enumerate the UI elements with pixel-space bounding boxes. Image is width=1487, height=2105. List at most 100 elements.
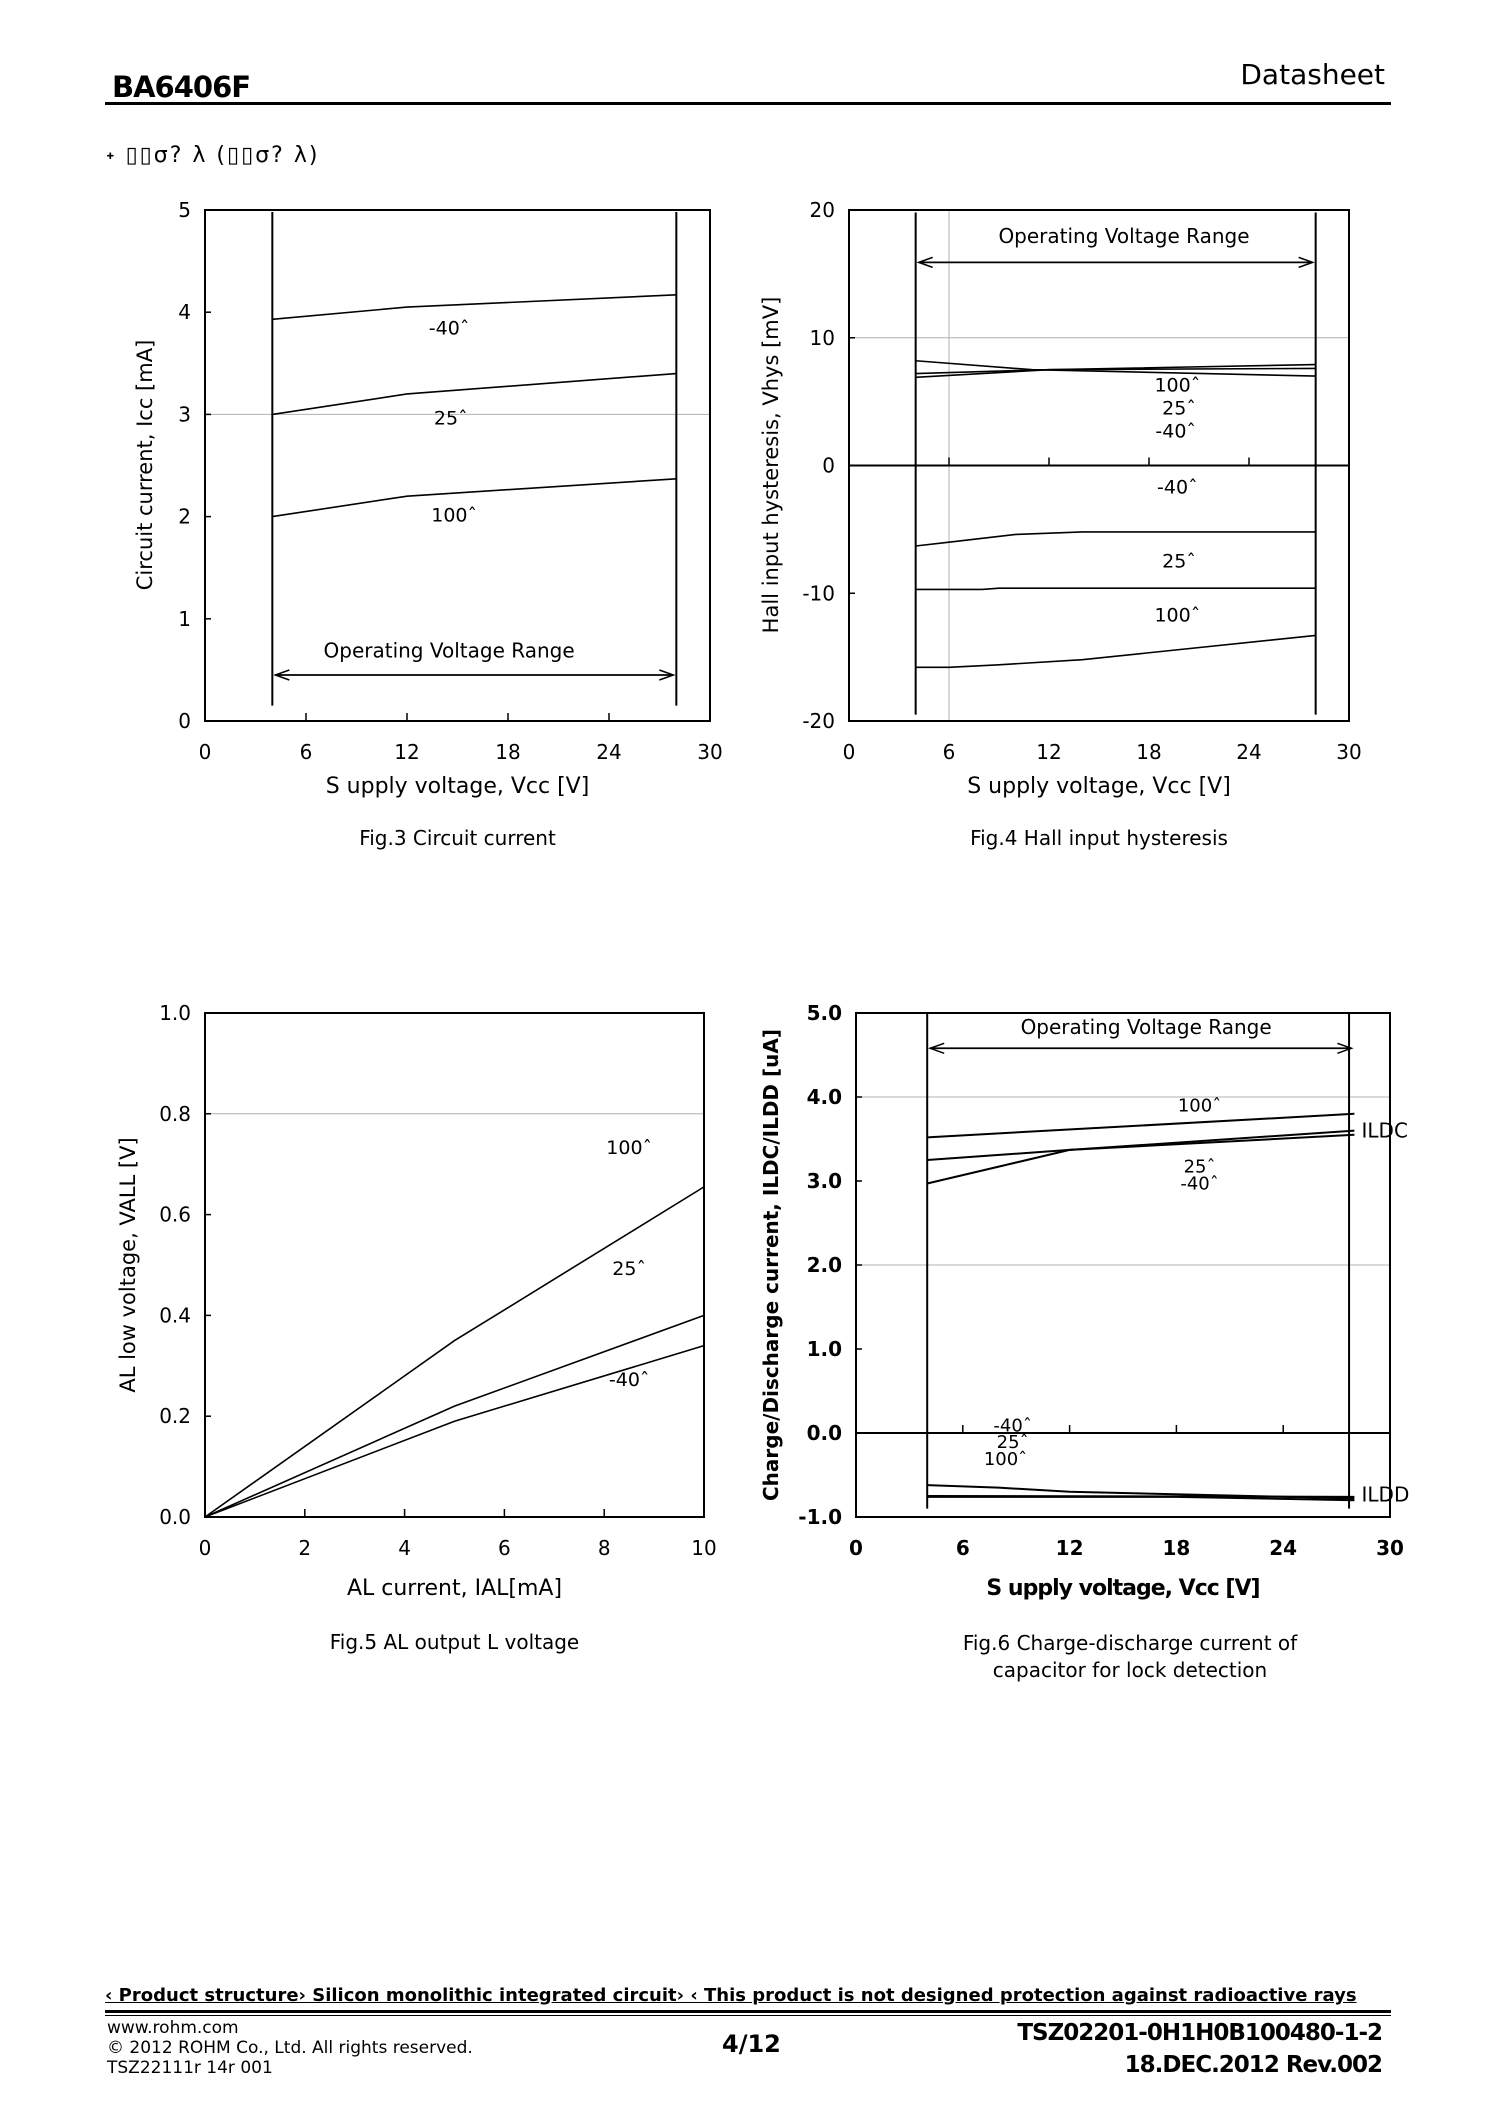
series-label: 25ˆ (1162, 551, 1196, 573)
series-label: 100ˆ (1154, 604, 1200, 626)
part-number: BA6406F (112, 70, 251, 104)
x-tick-label: 0 (849, 1536, 863, 1560)
arrowhead-left-icon (927, 1042, 945, 1054)
series-label: 25ˆ (612, 1258, 646, 1280)
series-line (272, 294, 677, 321)
y-tick-label: 1 (178, 607, 191, 631)
plot-frame (204, 1012, 705, 1518)
form-code: TSZ22111r 14r 001 (107, 2058, 273, 2078)
x-tick-label: 6 (956, 1536, 970, 1560)
y-axis-label: Circuit current, Icc [mA] (133, 339, 157, 591)
series-label: 25ˆ (1162, 397, 1196, 419)
y-axis-label: Charge/Discharge current, ILDC/ILDD [uA] (759, 1029, 783, 1501)
y-tick-label: 0.0 (159, 1505, 191, 1529)
y-tick-label: 4.0 (807, 1085, 842, 1109)
y-tick-label: 20 (810, 198, 835, 222)
document-code: TSZ02201-0H1H0B100480-1-2 (1017, 2020, 1383, 2046)
x-tick-label: 18 (495, 740, 520, 764)
x-axis-label: S upply voltage, Vcc [V] (986, 1576, 1260, 1601)
series-line (915, 363, 1316, 379)
footer-divider (105, 2010, 1391, 2013)
series-line (927, 1484, 1355, 1500)
x-tick-label: 6 (943, 740, 956, 764)
y-tick-label: -10 (802, 581, 835, 605)
group-label: ILDD (1362, 1482, 1410, 1506)
y-tick-label: 3 (178, 402, 191, 426)
y-tick-label: 0.0 (807, 1421, 842, 1445)
series-line (272, 372, 677, 416)
y-tick-label: 0 (822, 454, 835, 478)
x-tick-label: 24 (1269, 1536, 1297, 1560)
x-tick-label: 6 (300, 740, 313, 764)
series-line (915, 531, 1316, 547)
x-tick-label: 6 (498, 1536, 511, 1560)
x-axis-label: S upply voltage, Vcc [V] (967, 774, 1231, 799)
arrowhead-right-icon (1298, 256, 1315, 269)
series-line (927, 1495, 1355, 1502)
series-line (204, 1186, 705, 1518)
website-link[interactable]: www.rohm.com (107, 2018, 239, 2038)
series-line (204, 1344, 705, 1518)
x-tick-label: 12 (394, 740, 419, 764)
series-label: -40ˆ (993, 1415, 1031, 1436)
y-axis-label: AL low voltage, VALL [V] (116, 1137, 140, 1393)
x-tick-label: 2 (298, 1536, 311, 1560)
figure-caption: Fig.5 AL output L voltage (329, 1630, 580, 1654)
series-label: -40ˆ (429, 318, 470, 340)
x-tick-label: 18 (1162, 1536, 1190, 1560)
chart-al-output-voltage: 0.0 0.2 0.4 0.6 0.8 1.0 0 2 4 6 8 10 100ˆ 25ˆ -40ˆ (159, 1001, 717, 1560)
y-tick-label: 0.4 (159, 1303, 191, 1327)
x-axis-label: AL current, IAL[mA] (346, 1576, 563, 1601)
x-tick-label: 24 (596, 740, 621, 764)
x-tick-label: 30 (1376, 1536, 1404, 1560)
series-label: 100ˆ (606, 1137, 652, 1159)
y-tick-label: 2.0 (807, 1253, 842, 1277)
series-label: -40ˆ (1180, 1173, 1218, 1194)
y-tick-label: 10 (810, 326, 835, 350)
operating-range-label: Operating Voltage Range (998, 224, 1249, 248)
footer-divider-thin (105, 2015, 1391, 2016)
date-revision: 18.DEC.2012 Rev.002 (1124, 2052, 1383, 2078)
y-axis-label: Hall input hysteresis, Vhys [mV] (759, 296, 783, 634)
page-number: 4/12 (722, 2030, 781, 2058)
y-tick-label: 0.6 (159, 1203, 191, 1227)
x-tick-label: 30 (1336, 740, 1361, 764)
y-tick-label: 5.0 (807, 1001, 842, 1025)
series-line (926, 1129, 1355, 1185)
x-tick-label: 24 (1236, 740, 1261, 764)
x-tick-label: 4 (398, 1536, 411, 1560)
chart-charge-discharge-current: -1.0 0.0 1.0 2.0 3.0 4.0 5.0 0 6 12 18 24 30 Operatin… (798, 1001, 1409, 1560)
y-tick-label: 1.0 (807, 1337, 842, 1361)
series-label: -40ˆ (1155, 420, 1196, 442)
y-tick-label: 0.8 (159, 1102, 191, 1126)
series-label: 25ˆ (1184, 1157, 1216, 1178)
plot-frame (204, 209, 711, 722)
series-label: 100ˆ (1178, 1095, 1221, 1116)
x-tick-label: 12 (1056, 1536, 1084, 1560)
x-axis-label: S upply voltage, Vcc [V] (325, 774, 590, 799)
x-tick-label: 0 (199, 1536, 212, 1560)
chart-hall-input-hysteresis: -20 -10 0 10 20 0 6 12 18 24 30 Operating Voltage R… (802, 198, 1361, 764)
document-type: Datasheet (1240, 58, 1385, 91)
y-tick-label: 2 (178, 505, 191, 529)
x-tick-label: 0 (843, 740, 856, 764)
y-tick-label: 5 (178, 198, 191, 222)
y-tick-label: 0 (178, 709, 191, 733)
series-line (272, 477, 677, 518)
section-heading: ˖ ▯▯σ? λ (▯▯σ? λ) (106, 143, 320, 168)
series-label: 100ˆ (984, 1449, 1027, 1470)
series-label: -40ˆ (609, 1369, 650, 1391)
x-tick-label: 18 (1136, 740, 1161, 764)
x-tick-label: 8 (598, 1536, 611, 1560)
copyright: © 2012 ROHM Co., Ltd. All rights reserve… (107, 2038, 473, 2058)
series-line (915, 587, 1316, 591)
x-tick-label: 12 (1036, 740, 1061, 764)
series-label: -40ˆ (1157, 477, 1198, 499)
arrowhead-right-icon (659, 669, 676, 681)
series-line (204, 1314, 705, 1518)
arrowhead-left-icon (916, 256, 933, 269)
series-line (927, 1133, 1355, 1161)
series-label: 100ˆ (431, 505, 477, 527)
arrowhead-right-icon (1337, 1042, 1354, 1054)
